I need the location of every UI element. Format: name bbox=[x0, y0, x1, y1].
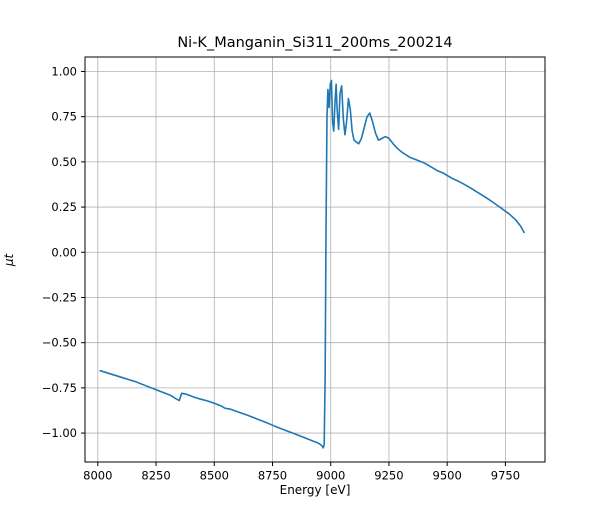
x-tick-label: 8250 bbox=[141, 469, 170, 483]
plot-frame bbox=[84, 56, 546, 463]
x-tick-label: 8750 bbox=[258, 469, 287, 483]
y-tick-label: −0.75 bbox=[42, 381, 77, 395]
x-tick-label: 8000 bbox=[83, 469, 112, 483]
y-tick-label: 0.00 bbox=[51, 245, 77, 259]
y-tick-label: −0.50 bbox=[42, 336, 77, 350]
x-tick-label: 9500 bbox=[433, 469, 462, 483]
y-tick-label: 0.75 bbox=[51, 110, 77, 124]
x-tick-label: 9250 bbox=[374, 469, 403, 483]
x-axis-label: Energy [eV] bbox=[280, 483, 351, 497]
y-tick-label: −0.25 bbox=[42, 290, 77, 304]
x-tick-label: 8500 bbox=[200, 469, 229, 483]
y-tick-label: 1.00 bbox=[51, 64, 77, 78]
y-axis-label: μt bbox=[2, 253, 16, 268]
y-tick-label: 0.50 bbox=[51, 155, 77, 169]
data-series bbox=[99, 79, 525, 449]
axis-ticks: 8000 8250 8500 8750 9000 9250 9500 9750 −1.00 −0.… bbox=[42, 64, 520, 482]
y-tick-label: −1.00 bbox=[42, 426, 77, 440]
x-tick-label: 9000 bbox=[316, 469, 345, 483]
grid-lines bbox=[85, 57, 545, 462]
series-line bbox=[99, 79, 525, 449]
y-tick-label: 0.25 bbox=[51, 200, 77, 214]
x-tick-label: 9750 bbox=[491, 469, 520, 483]
chart-title: Ni-K_Manganin_Si311_200ms_200214 bbox=[177, 35, 452, 51]
